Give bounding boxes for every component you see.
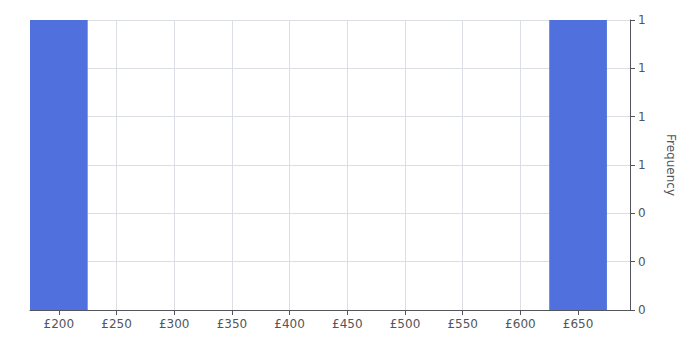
svg-text:£650: £650 <box>563 317 594 331</box>
svg-text:£550: £550 <box>447 317 478 331</box>
svg-text:£400: £400 <box>274 317 305 331</box>
svg-text:£450: £450 <box>332 317 363 331</box>
svg-text:£350: £350 <box>217 317 248 331</box>
svg-text:£300: £300 <box>159 317 190 331</box>
svg-text:£600: £600 <box>505 317 536 331</box>
svg-text:0: 0 <box>638 255 646 269</box>
svg-text:1: 1 <box>638 158 646 172</box>
svg-text:£250: £250 <box>101 317 132 331</box>
svg-text:£200: £200 <box>44 317 75 331</box>
svg-text:1: 1 <box>638 13 646 27</box>
svg-text:0: 0 <box>638 206 646 220</box>
svg-text:0: 0 <box>638 303 646 317</box>
svg-text:1: 1 <box>638 110 646 124</box>
svg-text:£500: £500 <box>390 317 421 331</box>
svg-text:Frequency: Frequency <box>664 134 678 196</box>
svg-text:1: 1 <box>638 61 646 75</box>
